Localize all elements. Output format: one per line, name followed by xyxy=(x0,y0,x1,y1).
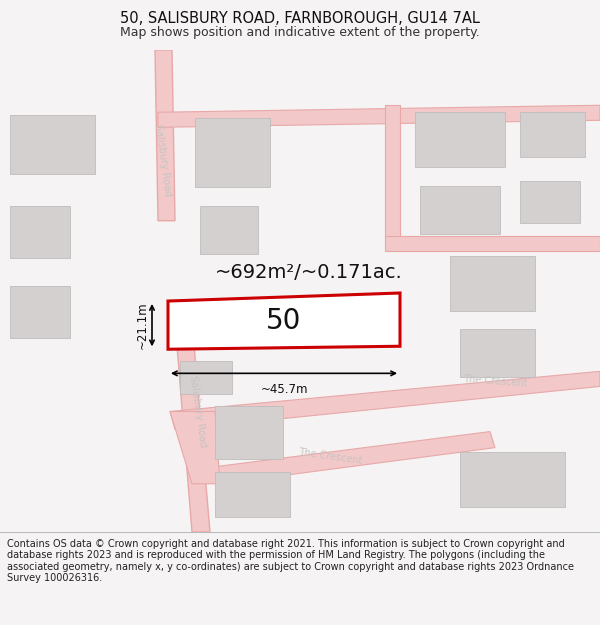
Polygon shape xyxy=(175,321,210,532)
Bar xyxy=(450,256,535,311)
Text: 50, SALISBURY ROAD, FARNBOROUGH, GU14 7AL: 50, SALISBURY ROAD, FARNBOROUGH, GU14 7A… xyxy=(120,11,480,26)
Text: Contains OS data © Crown copyright and database right 2021. This information is : Contains OS data © Crown copyright and d… xyxy=(7,539,574,583)
Bar xyxy=(10,115,95,174)
Polygon shape xyxy=(170,371,600,429)
Bar xyxy=(10,286,70,338)
Polygon shape xyxy=(170,411,220,484)
Bar xyxy=(200,206,258,254)
Bar xyxy=(215,472,290,517)
Text: ~21.1m: ~21.1m xyxy=(136,301,149,349)
Text: The Crescent: The Crescent xyxy=(463,374,527,389)
Polygon shape xyxy=(155,50,175,221)
Text: ~692m²/~0.171ac.: ~692m²/~0.171ac. xyxy=(215,263,403,282)
Bar xyxy=(180,361,232,394)
Polygon shape xyxy=(385,236,600,251)
Bar xyxy=(420,186,500,234)
Bar xyxy=(520,181,580,222)
Polygon shape xyxy=(168,293,400,349)
Bar xyxy=(180,303,232,346)
Polygon shape xyxy=(385,105,400,241)
Bar xyxy=(10,206,70,258)
Polygon shape xyxy=(158,105,600,127)
Bar xyxy=(460,329,535,378)
Text: Salisbury Road: Salisbury Road xyxy=(153,124,173,197)
Bar xyxy=(215,406,283,459)
Bar xyxy=(195,118,270,187)
Text: Salisbury Road: Salisbury Road xyxy=(188,375,208,448)
Text: The Crescent: The Crescent xyxy=(298,448,362,466)
Polygon shape xyxy=(215,432,495,484)
Text: Map shows position and indicative extent of the property.: Map shows position and indicative extent… xyxy=(120,26,480,39)
Bar xyxy=(460,452,565,507)
Bar xyxy=(520,112,585,158)
Text: 50: 50 xyxy=(266,307,302,335)
Bar xyxy=(415,112,505,168)
Text: ~45.7m: ~45.7m xyxy=(260,383,308,396)
